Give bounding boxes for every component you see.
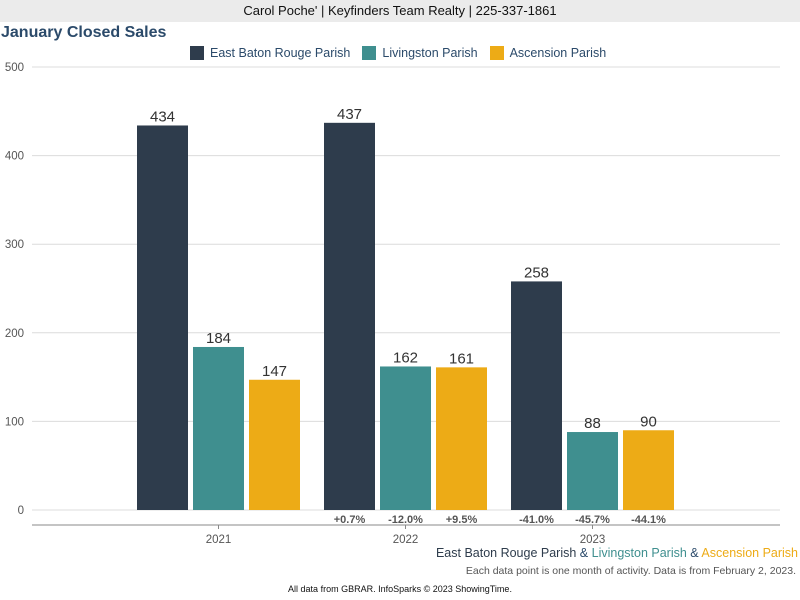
- chart-title: January Closed Sales: [1, 24, 167, 41]
- y-tick-label-400: 400: [5, 151, 24, 163]
- bar-livingston-2021: [193, 346, 244, 510]
- footer-region-livingston: Livingston Parish: [591, 546, 687, 560]
- data-label-east-baton-rouge-2021: 434: [150, 108, 175, 125]
- bar-east-baton-rouge-2023: [511, 281, 562, 510]
- bar-livingston-2023: [567, 432, 618, 510]
- change-label-ascension-2022: +9.5%: [446, 514, 478, 526]
- legend-swatch-ascension: [489, 46, 504, 60]
- y-tick-label-500: 500: [5, 62, 24, 74]
- footer-connector-1: &: [576, 546, 592, 560]
- legend-swatch-livingston: [362, 46, 377, 60]
- bar-ascension-2022: [436, 367, 487, 510]
- change-label-east-baton-rouge-2023: -41.0%: [519, 514, 554, 526]
- bar-ascension-2021: [249, 379, 300, 510]
- y-tick-label-300: 300: [5, 239, 24, 251]
- bar-east-baton-rouge-2022: [324, 122, 375, 511]
- x-tick-label-2022: 2022: [393, 534, 419, 546]
- bar-livingston-2022: [380, 366, 431, 510]
- change-label-east-baton-rouge-2022: +0.7%: [334, 514, 366, 526]
- data-label-ascension-2023: 90: [640, 413, 657, 430]
- y-tick-label-0: 0: [18, 505, 24, 517]
- data-label-livingston-2023: 88: [584, 415, 601, 432]
- data-label-east-baton-rouge-2023: 258: [524, 264, 549, 281]
- legend-item-livingston[interactable]: Livingston Parish: [362, 46, 478, 60]
- data-label-ascension-2021: 147: [262, 363, 287, 380]
- data-label-livingston-2021: 184: [206, 330, 231, 347]
- footer-region-east-baton-rouge: East Baton Rouge Parish: [435, 546, 577, 560]
- footer-connector-2: &: [686, 546, 702, 560]
- y-tick-label-200: 200: [5, 328, 24, 340]
- y-tick-label-100: 100: [5, 416, 24, 428]
- header-bar: Carol Poche' | Keyfinders Team Realty | …: [0, 0, 800, 22]
- legend-item-east-baton-rouge[interactable]: East Baton Rouge Parish: [190, 46, 350, 60]
- footer-region-ascension: Ascension Parish: [701, 546, 798, 560]
- legend-label-livingston: Livingston Parish: [382, 46, 478, 60]
- bar-ascension-2023: [623, 430, 674, 510]
- legend-item-ascension[interactable]: Ascension Parish: [489, 46, 607, 60]
- footer-region-list: East Baton Rouge Parish & Livingston Par…: [436, 546, 798, 560]
- data-label-livingston-2022: 162: [393, 349, 418, 366]
- bar-east-baton-rouge-2021: [137, 125, 188, 510]
- legend-label-ascension: Ascension Parish: [509, 46, 607, 60]
- change-label-livingston-2022: -12.0%: [388, 514, 423, 526]
- x-tick-label-2023: 2023: [580, 534, 606, 546]
- footer-note: Each data point is one month of activity…: [465, 565, 796, 577]
- change-label-ascension-2023: -44.1%: [631, 514, 666, 526]
- legend-swatch-east-baton-rouge: [190, 46, 204, 60]
- legend-label-east-baton-rouge: East Baton Rouge Parish: [210, 46, 351, 60]
- data-label-ascension-2022: 161: [449, 350, 474, 367]
- footer-credit: All data from GBRAR. InfoSparks © 2023 S…: [288, 584, 512, 594]
- header-text: Carol Poche' | Keyfinders Team Realty | …: [243, 3, 557, 18]
- x-tick-label-2021: 2021: [206, 534, 232, 546]
- data-label-east-baton-rouge-2022: 437: [337, 106, 362, 123]
- change-label-livingston-2023: -45.7%: [575, 514, 610, 526]
- legend: East Baton Rouge Parish Livingston Paris…: [190, 44, 618, 62]
